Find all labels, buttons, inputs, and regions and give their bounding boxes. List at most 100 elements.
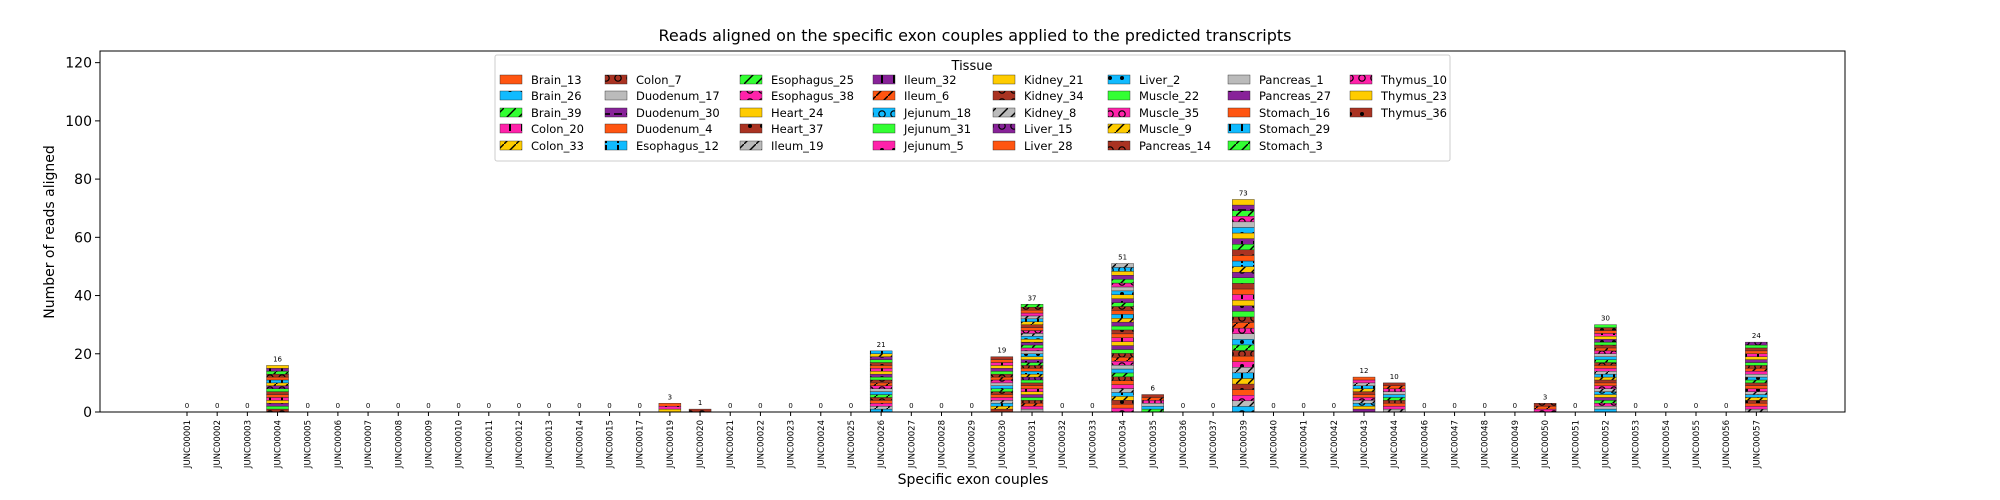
x-tick-label: JUNC00003 bbox=[243, 420, 253, 469]
x-tick-label: JUNC00027 bbox=[907, 420, 917, 469]
bar-total-label: 0 bbox=[1060, 402, 1064, 410]
legend-item: Duodenum_17 bbox=[604, 89, 720, 103]
bar-segment bbox=[1020, 382, 1044, 386]
bar-segment bbox=[1020, 309, 1044, 314]
bar-segment bbox=[1232, 389, 1255, 396]
legend-label: Ileum_19 bbox=[771, 139, 824, 153]
bar-segment bbox=[990, 405, 1014, 410]
legend-item: Ileum_19 bbox=[739, 139, 824, 153]
x-tick-label: JUNC00008 bbox=[394, 420, 404, 469]
legend-label: Kidney_34 bbox=[1024, 89, 1084, 103]
x-tick-label: JUNC00006 bbox=[334, 420, 344, 469]
bar-segment bbox=[1111, 282, 1134, 288]
bar-total-label: 37 bbox=[1028, 294, 1037, 302]
bar-segment bbox=[1745, 365, 1768, 369]
bar-segment bbox=[990, 397, 1014, 401]
bar-segment bbox=[1111, 364, 1134, 370]
x-tick-label: JUNC00030 bbox=[998, 420, 1008, 469]
bar-segment bbox=[1232, 288, 1255, 295]
bar-total-label: 0 bbox=[939, 402, 943, 410]
bar-segment bbox=[1020, 347, 1044, 352]
bar-segment bbox=[1232, 355, 1255, 362]
bar-segment bbox=[1745, 379, 1768, 384]
bar-segment bbox=[1020, 330, 1044, 334]
bar-segment bbox=[1594, 379, 1617, 384]
y-tick-label: 80 bbox=[74, 172, 92, 188]
bar-segment bbox=[1020, 318, 1044, 322]
bar-segment bbox=[1020, 353, 1044, 357]
bar-total-label: 0 bbox=[1301, 402, 1305, 410]
bar-segment bbox=[869, 382, 893, 386]
bar-segment bbox=[1594, 373, 1617, 378]
bar-segment bbox=[869, 403, 893, 407]
bar-segment bbox=[1232, 372, 1255, 379]
bar-segment bbox=[1232, 305, 1255, 312]
bar-segment bbox=[990, 379, 1014, 384]
legend-swatch bbox=[872, 74, 896, 85]
legend-swatch bbox=[992, 90, 1016, 101]
bar-segment bbox=[266, 365, 289, 369]
bar-segment bbox=[869, 385, 893, 389]
bar-segment bbox=[1111, 302, 1134, 307]
bar-segment bbox=[1232, 238, 1255, 245]
legend-swatch bbox=[499, 74, 523, 85]
bar-segment bbox=[1352, 379, 1376, 384]
bar-segment bbox=[1745, 359, 1768, 363]
bar-segment bbox=[1745, 400, 1768, 404]
bar-segment bbox=[1111, 384, 1134, 389]
bar-segment bbox=[1232, 271, 1255, 278]
legend-item: Muscle_35 bbox=[1107, 106, 1199, 120]
bar-stack-JUNC00031 bbox=[1020, 304, 1044, 413]
legend-swatch bbox=[1107, 140, 1131, 151]
bar-segment bbox=[1594, 341, 1617, 346]
x-tick-label: JUNC00043 bbox=[1360, 420, 1370, 469]
bar-segment bbox=[1111, 318, 1134, 323]
bar-segment bbox=[1232, 232, 1255, 239]
bar-segment bbox=[1232, 344, 1255, 351]
bar-segment bbox=[1020, 379, 1044, 384]
bar-segment bbox=[1232, 210, 1255, 217]
bar-segment bbox=[1111, 286, 1134, 292]
bar-segment bbox=[1020, 327, 1044, 331]
bar-segment bbox=[1020, 365, 1044, 369]
bar-segment bbox=[990, 373, 1014, 378]
bar-total-label: 0 bbox=[1483, 402, 1487, 410]
bar-stack-JUNC00044 bbox=[1382, 382, 1406, 413]
bar-segment bbox=[869, 391, 893, 395]
legend-swatch bbox=[1107, 123, 1131, 134]
x-tick-label: JUNC00034 bbox=[1119, 420, 1129, 469]
x-tick-label: JUNC00033 bbox=[1088, 420, 1098, 469]
legend-swatch bbox=[1107, 74, 1131, 85]
legend-label: Ileum_32 bbox=[904, 73, 957, 87]
bar-segment bbox=[1594, 388, 1617, 392]
bar-total-label: 16 bbox=[273, 355, 282, 363]
legend-label: Duodenum_17 bbox=[636, 89, 720, 103]
legend-swatch bbox=[604, 74, 628, 85]
x-tick-label: JUNC00010 bbox=[455, 420, 465, 469]
bar-segment bbox=[1020, 362, 1044, 366]
bar-segment bbox=[1020, 333, 1044, 337]
bar-segment bbox=[1745, 405, 1768, 410]
legend-label: Heart_37 bbox=[771, 122, 823, 136]
x-tick-label: JUNC00031 bbox=[1028, 420, 1038, 469]
legend-label: Brain_26 bbox=[531, 89, 582, 103]
bar-total-label: 0 bbox=[185, 402, 189, 410]
legend-label: Jejunum_5 bbox=[903, 139, 964, 153]
bar-segment bbox=[1232, 216, 1255, 223]
x-tick-label: JUNC00037 bbox=[1209, 420, 1219, 469]
bar-segment bbox=[1352, 400, 1376, 404]
x-tick-label: JUNC00002 bbox=[213, 420, 223, 469]
bar-segment bbox=[1111, 267, 1134, 272]
x-tick-label: JUNC00014 bbox=[575, 420, 585, 469]
legend-swatch bbox=[739, 107, 763, 118]
bar-segment bbox=[1382, 394, 1406, 398]
bar-segment bbox=[869, 376, 893, 381]
y-tick-label: 0 bbox=[83, 405, 92, 421]
legend-label: Liver_15 bbox=[1024, 122, 1073, 136]
bar-segment bbox=[1020, 350, 1044, 354]
bar-segment bbox=[1382, 391, 1406, 395]
bar-segment bbox=[1232, 322, 1255, 329]
x-tick-label: JUNC00049 bbox=[1511, 420, 1521, 469]
